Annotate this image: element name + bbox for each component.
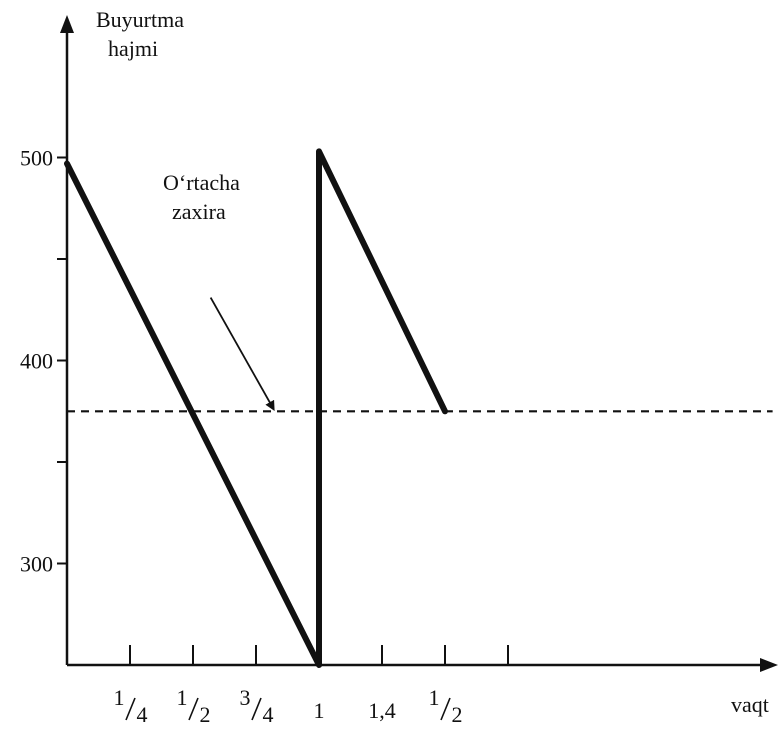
y-tick-label: 300: [20, 552, 53, 577]
x-tick-label: 12: [429, 685, 463, 727]
x-tick-label: 1,4: [368, 698, 396, 723]
x-tick-label: 12: [177, 685, 211, 727]
annotation-text-line-1: O‘rtacha: [163, 170, 240, 195]
x-tick-label-numerator: 1: [429, 685, 440, 710]
chart-annotations: O‘rtacha zaxira: [163, 170, 275, 411]
x-tick-label-numerator: 1: [114, 685, 125, 710]
x-tick-label-numerator: 3: [240, 685, 251, 710]
chart-series: [64, 148, 773, 668]
annotation-arrow-icon: [209, 297, 275, 411]
x-tick-label: 14: [114, 685, 148, 727]
x-tick-label-denominator: 4: [137, 702, 148, 727]
stock-level-point: [316, 662, 322, 668]
y-axis-title-line-2: hajmi: [108, 36, 158, 61]
x-axis-arrow-icon: [760, 658, 778, 672]
x-tick-label-numerator: 1: [177, 685, 188, 710]
stock-level-line: [64, 148, 448, 668]
y-axis-title-line-1: Buyurtma: [96, 7, 184, 32]
x-tick-label-denominator: 2: [200, 702, 211, 727]
y-axis-arrow-icon: [60, 15, 74, 33]
x-tick-label-denominator: 2: [452, 702, 463, 727]
x-tick-label-slash: [251, 697, 262, 721]
x-tick-label-slash: [125, 697, 136, 721]
x-tick-label-slash: [188, 697, 199, 721]
stock-level-point: [64, 161, 70, 167]
x-axis-title: vaqt: [731, 692, 769, 717]
y-tick-label: 500: [20, 146, 53, 171]
annotation-text-line-2: zaxira: [172, 199, 226, 224]
x-tick-label-denominator: 4: [263, 702, 274, 727]
x-tick-label: 1: [314, 698, 325, 723]
y-tick-label: 400: [20, 349, 53, 374]
average-stock-annotation: O‘rtacha zaxira: [163, 170, 275, 411]
stock-level-point: [316, 148, 322, 154]
x-tick-label-slash: [440, 697, 451, 721]
x-tick-label: 34: [240, 685, 274, 727]
